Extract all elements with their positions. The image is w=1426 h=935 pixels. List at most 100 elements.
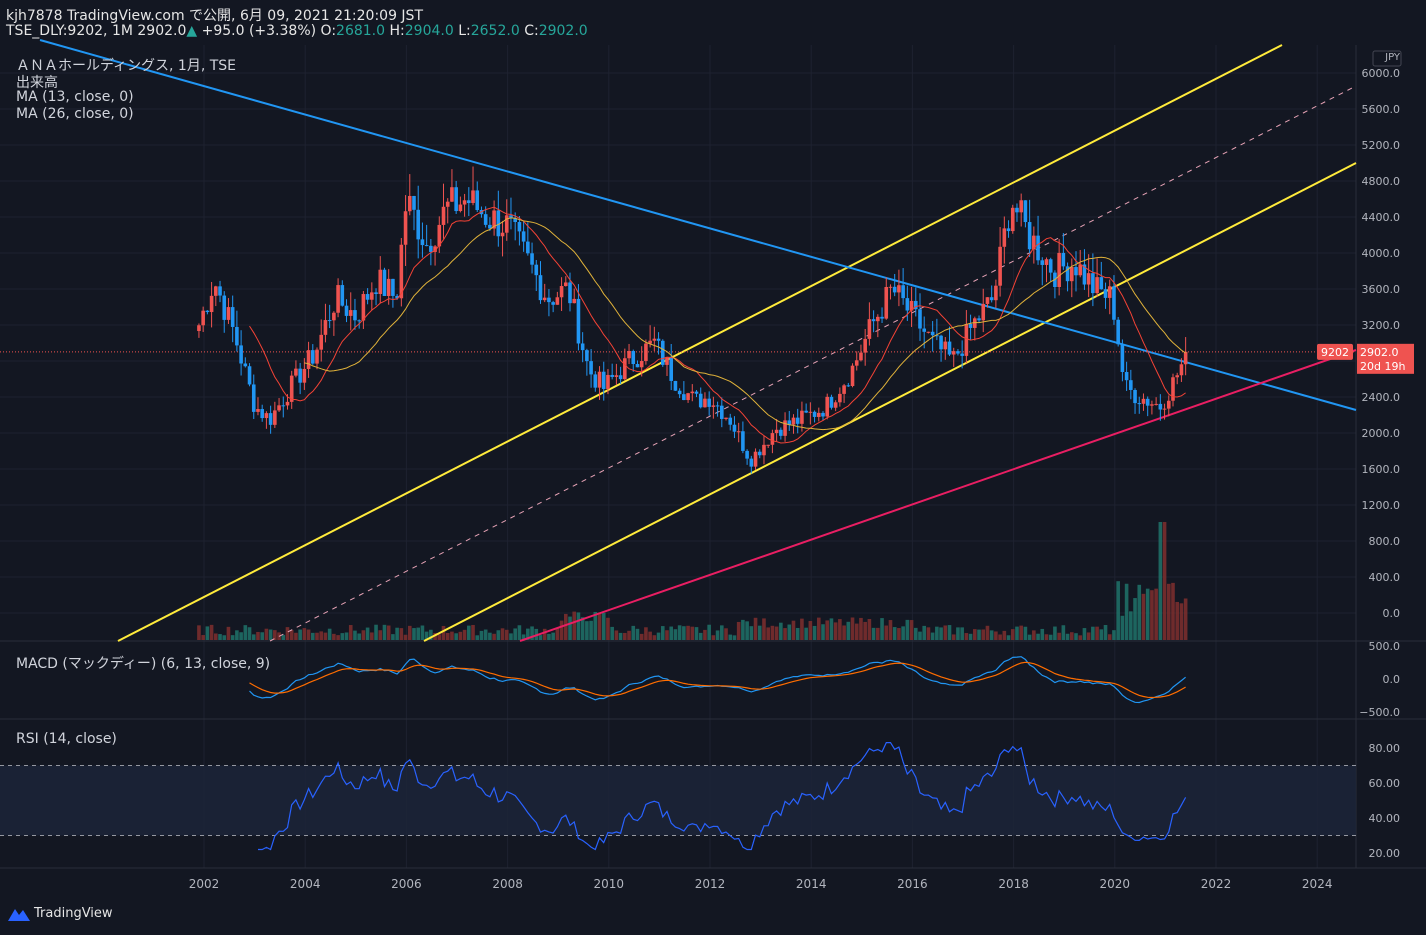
candle-body (441, 206, 446, 225)
trend-lines (0, 39, 1357, 642)
volume-bar (1099, 629, 1104, 640)
candle-body (559, 286, 564, 298)
volume-bar (943, 625, 948, 640)
candle-body (230, 307, 235, 327)
volume-bar (745, 621, 749, 640)
volume-bar (791, 620, 796, 640)
price-tick-label: 1200.0 (1362, 499, 1401, 512)
volume-bar (563, 613, 568, 640)
legend-symbol: ＡＮＡホールディングス, 1月, TSE (16, 58, 237, 74)
volume-bar (842, 625, 846, 640)
volume-bar (1133, 598, 1137, 640)
candle-body (365, 294, 370, 300)
legend-volume: 出来高 (16, 75, 58, 91)
candle-body (496, 210, 501, 237)
candle-body (1099, 277, 1104, 290)
volume-bar (1179, 603, 1184, 640)
candle-body (1095, 277, 1099, 294)
candle-body (648, 340, 652, 344)
tradingview-logo[interactable]: TradingView (8, 906, 113, 921)
candle-body (294, 368, 298, 376)
candle-body (859, 352, 863, 361)
candle-body (395, 295, 399, 299)
volume-bar (880, 618, 884, 640)
volume-bar (825, 620, 830, 640)
candle-body (842, 385, 846, 394)
volume-bar (530, 626, 534, 640)
volume-bar (804, 627, 808, 640)
volume-bar (1032, 630, 1036, 640)
volume-bar (416, 627, 421, 640)
volume-bar (800, 618, 804, 640)
candle-body (808, 411, 813, 413)
candle-body (517, 222, 522, 232)
volume-bar (399, 628, 404, 640)
volume-bar (285, 627, 290, 640)
candle-body (707, 398, 711, 407)
rsi-band (0, 765, 1356, 836)
volume-bar (382, 624, 387, 640)
candle-body (968, 323, 973, 328)
candle-body (846, 385, 851, 387)
candle-body (597, 371, 602, 388)
volume-bar (720, 625, 724, 640)
volume-bar (1078, 635, 1083, 640)
volume-bar (1015, 626, 1019, 640)
candle-body (926, 331, 931, 333)
volume-bar (1158, 522, 1163, 640)
candle-body (981, 303, 986, 321)
price-tick-label: 5200.0 (1362, 139, 1401, 152)
volume-bar (614, 630, 619, 640)
candle-body (412, 195, 416, 210)
volume-bar (374, 624, 378, 640)
candle-body (909, 300, 914, 311)
volume-bar (235, 630, 239, 640)
candle-body (374, 292, 378, 294)
volume-bar (977, 629, 981, 640)
candle-body (673, 380, 678, 391)
candle-body (458, 204, 463, 212)
volume-bar (205, 626, 210, 640)
candle-body (370, 292, 374, 300)
candle-body (327, 320, 332, 322)
candle-body (416, 209, 421, 240)
volume-bar (1086, 632, 1091, 640)
candle-body (956, 351, 960, 354)
candle-body (1074, 267, 1078, 276)
volume-bar (197, 625, 201, 640)
candle-body (690, 391, 695, 394)
candle-body (989, 297, 994, 301)
volume-bar (348, 625, 353, 640)
candle-body (260, 409, 264, 419)
price-tick-label: 2000.0 (1362, 427, 1401, 440)
volume-bar (1124, 583, 1129, 640)
candle-body (757, 451, 762, 456)
candle-body (226, 307, 231, 320)
candle-body (876, 316, 880, 322)
candle-body (1154, 403, 1158, 405)
volume-bar (867, 619, 872, 640)
candle-body (509, 215, 513, 219)
volume-bar (947, 625, 952, 640)
candle-body (1086, 273, 1091, 285)
volume-bar (559, 620, 564, 640)
candle-body (1129, 380, 1133, 390)
candle-body (214, 286, 218, 296)
volume-bar (660, 626, 665, 640)
candle-body (273, 410, 277, 425)
volume-bar (568, 616, 572, 640)
candle-body (315, 349, 319, 364)
candle-body (530, 253, 534, 265)
volume-bar (492, 633, 496, 640)
volume-bar (631, 625, 636, 640)
candle-body (1116, 319, 1120, 345)
volume-bar (892, 627, 897, 640)
volume-bar (1019, 625, 1023, 640)
rsi-line (258, 742, 1187, 851)
volume-bar (1002, 630, 1007, 640)
candle-body (289, 375, 294, 402)
candle-body (1015, 207, 1019, 213)
rsi-tick-label: 60.00 (1369, 777, 1401, 790)
volume-bar (1010, 629, 1015, 640)
